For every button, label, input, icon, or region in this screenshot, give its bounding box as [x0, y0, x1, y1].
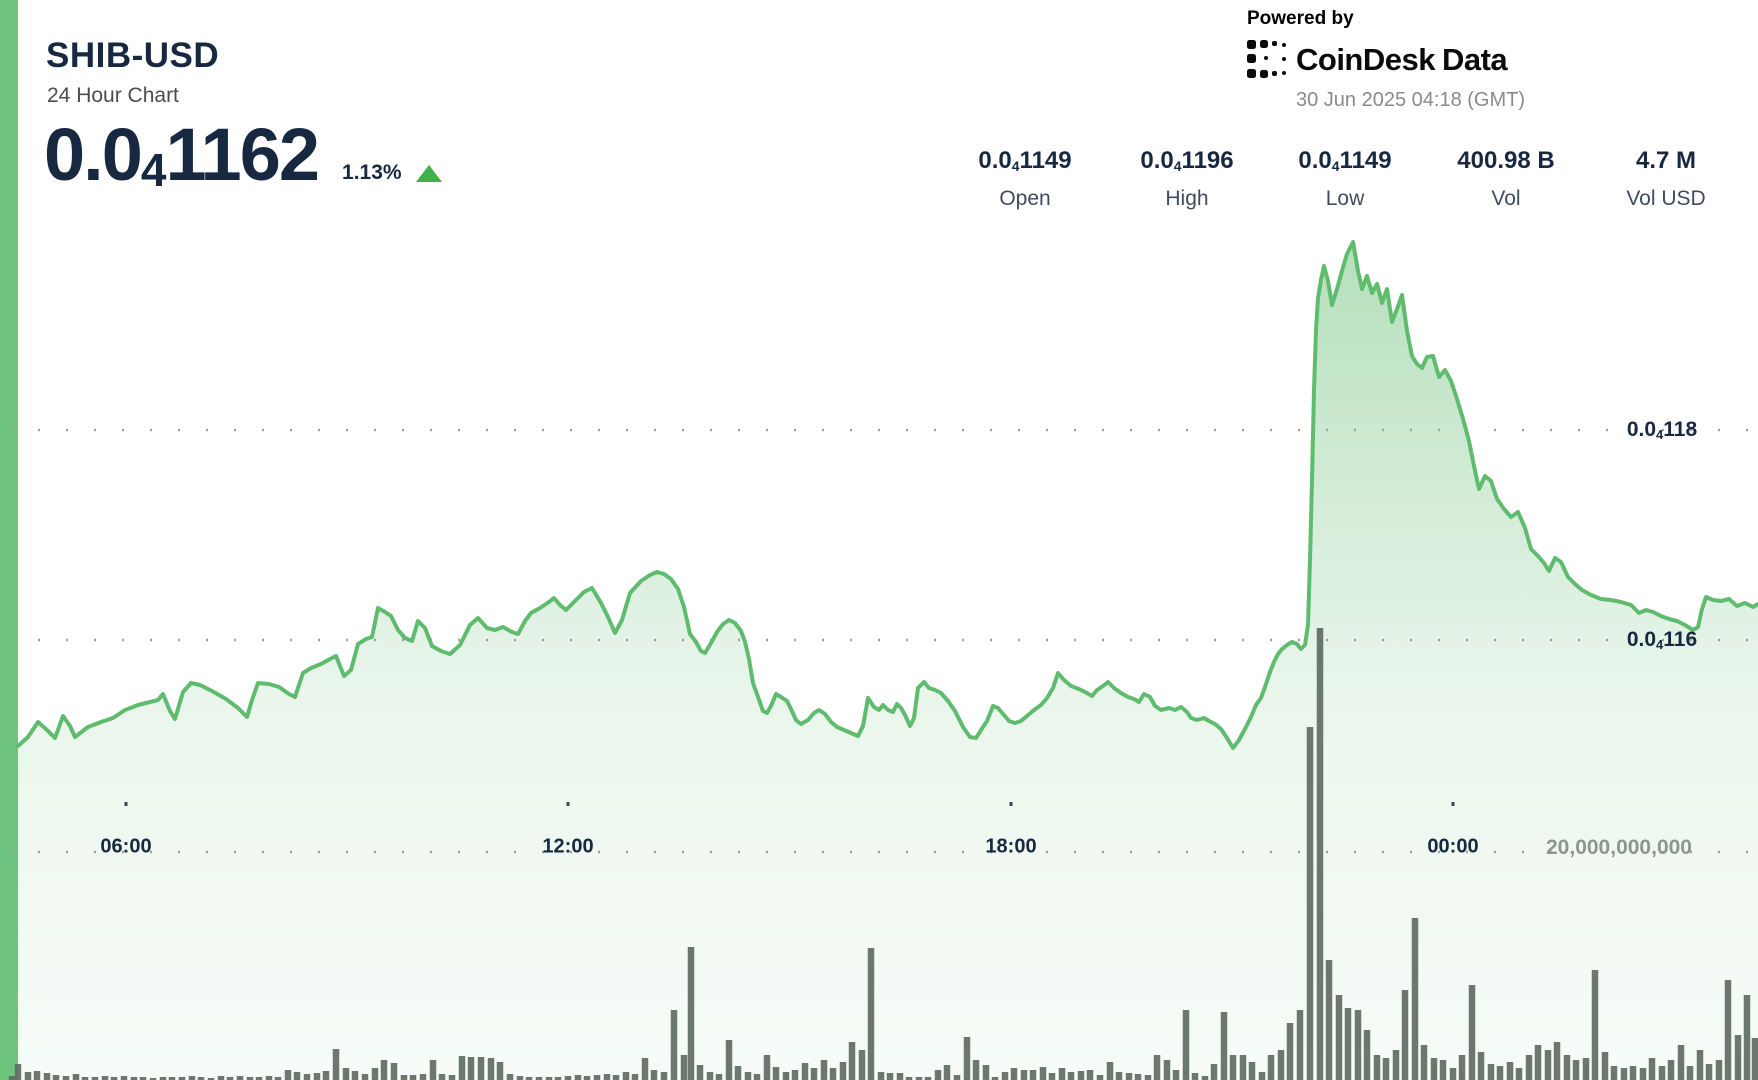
coindesk-logo-icon	[1247, 40, 1286, 78]
stat-low: 0.041149 Low	[1298, 148, 1391, 211]
stat-open-label: Open	[999, 187, 1051, 210]
stat-high-value: 0.041196	[1140, 147, 1234, 175]
volume-bars	[8, 628, 1758, 1080]
stat-vol-label: Vol	[1491, 187, 1521, 210]
time-label-0000: 00:00	[1427, 835, 1479, 858]
stat-high-label: High	[1165, 187, 1209, 210]
price-prefix: 0.0	[44, 113, 143, 196]
price-axis-label-118: 0.04118	[1626, 418, 1698, 442]
current-price: 0.041162	[44, 118, 320, 196]
volume-axis-label: 20,000,000,000	[1546, 836, 1692, 859]
price-subscript: 4	[140, 144, 167, 196]
current-price-row: 0.041162 1.13%	[44, 118, 442, 193]
stat-vol: 400.98 B Vol	[1457, 148, 1554, 211]
price-digits: 1162	[165, 113, 320, 196]
stat-vol-usd-value: 4.7 M	[1635, 147, 1697, 174]
chart-subtitle: 24 Hour Chart	[47, 84, 179, 107]
brand-row: CoinDesk Data	[1247, 40, 1525, 80]
stat-vol-usd: 4.7 M Vol USD	[1626, 148, 1705, 211]
time-label-0600: 06:00	[100, 835, 152, 858]
left-accent-strip	[0, 0, 18, 1080]
time-label-1800: 18:00	[985, 835, 1037, 858]
brand-primary: CoinDesk	[1296, 42, 1435, 77]
stat-vol-usd-label: Vol USD	[1626, 187, 1706, 210]
up-triangle-icon	[415, 164, 442, 182]
price-axis-label-116: 0.04116	[1626, 628, 1698, 652]
symbol-title: SHIB-USD	[46, 36, 220, 75]
price-line	[16, 240, 1758, 750]
stat-open-value: 0.041149	[978, 147, 1072, 175]
brand-wordmark: CoinDesk Data	[1296, 42, 1508, 78]
stat-low-value: 0.041149	[1298, 147, 1392, 175]
branding-block: Powered by CoinDesk Data 30	[1247, 8, 1525, 112]
price-area-fill	[18, 242, 1758, 1080]
change-percent: 1.13%	[342, 161, 402, 184]
stat-open: 0.041149 Open	[978, 148, 1071, 211]
time-label-1200: 12:00	[542, 835, 594, 858]
stat-low-label: Low	[1325, 187, 1365, 210]
timestamp: 30 Jun 2025 04:18 (GMT)	[1295, 89, 1525, 111]
brand-secondary: Data	[1441, 42, 1508, 77]
price-change: 1.13%	[342, 161, 442, 185]
powered-by-label: Powered by	[1247, 8, 1354, 29]
x-axis-ticks	[124, 802, 1455, 806]
stat-high: 0.041196 High	[1140, 148, 1233, 211]
stat-vol-value: 400.98 B	[1457, 147, 1555, 174]
